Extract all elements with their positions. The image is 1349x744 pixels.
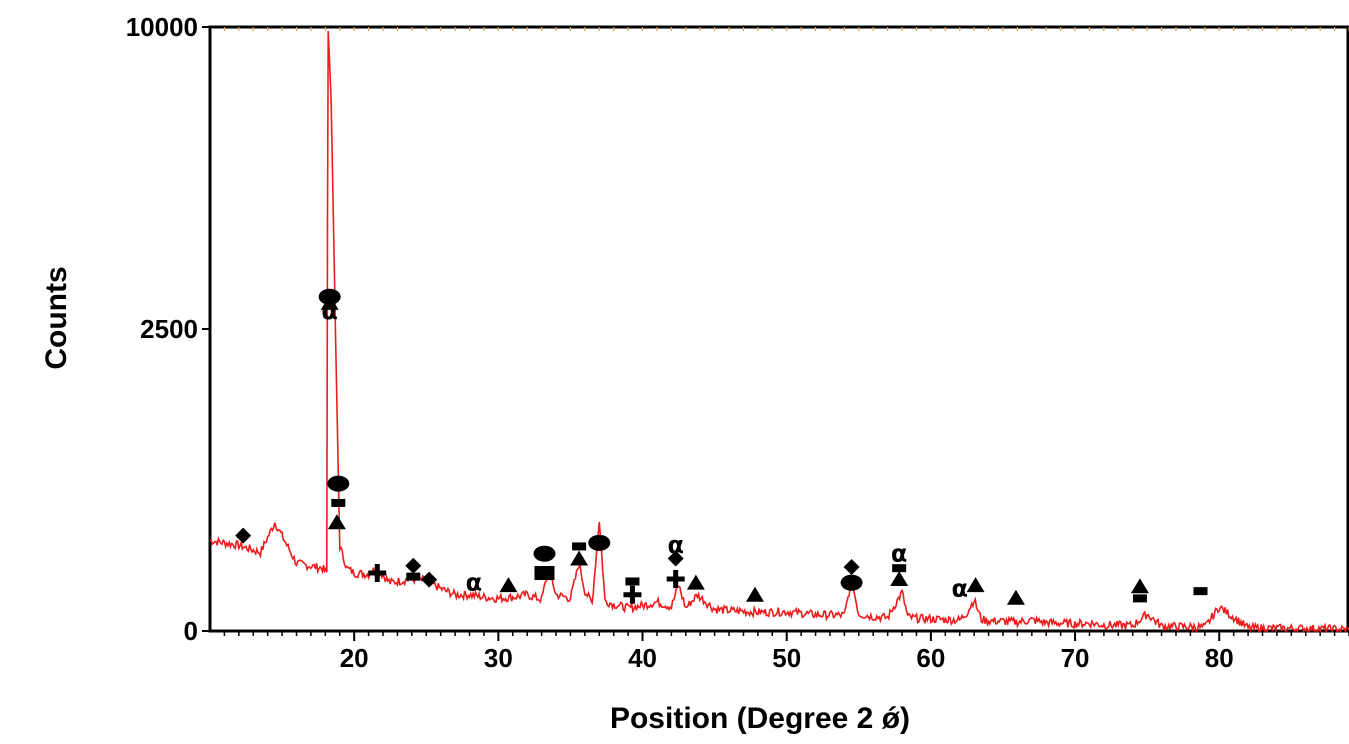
phase-marker-ellipse bbox=[327, 475, 350, 492]
x-tick-label: 80 bbox=[1205, 643, 1234, 673]
phase-marker-ellipse bbox=[533, 545, 556, 562]
phase-marker-dash bbox=[572, 542, 587, 551]
x-tick-label: 30 bbox=[484, 643, 513, 673]
phase-marker-dash bbox=[331, 498, 346, 507]
phase-marker-triangle bbox=[966, 577, 985, 593]
phase-marker-triangle bbox=[1006, 589, 1025, 605]
phase-marker-cross bbox=[368, 564, 387, 583]
phase-marker-dash bbox=[1132, 594, 1147, 603]
y-tick-label: 2500 bbox=[140, 314, 198, 344]
phase-marker-triangle bbox=[1130, 578, 1149, 594]
phase-marker-diamond bbox=[843, 558, 860, 575]
phase-marker-alpha: α bbox=[891, 540, 908, 568]
x-axis-title: Position (Degree 2 ǿ) bbox=[610, 702, 910, 735]
phase-marker-ellipse bbox=[588, 534, 611, 551]
phase-marker-cross bbox=[666, 570, 685, 589]
phase-marker-alpha: α bbox=[667, 531, 684, 559]
phase-marker-dash bbox=[406, 572, 421, 581]
phase-marker-cross bbox=[623, 585, 642, 604]
y-tick-label: 10000 bbox=[126, 12, 198, 42]
phase-marker-alpha: α bbox=[951, 575, 968, 603]
phase-marker-diamond bbox=[421, 571, 438, 588]
phase-marker-diamond bbox=[235, 527, 252, 544]
x-tick-label: 40 bbox=[628, 643, 657, 673]
phase-marker-triangle bbox=[499, 577, 518, 593]
x-axis: 20 30 40 50 60 70 80 bbox=[340, 631, 1234, 673]
x-tick-label: 50 bbox=[772, 643, 801, 673]
phase-marker-triangle bbox=[686, 574, 705, 590]
phase-marker-dash bbox=[625, 577, 640, 586]
y-axis: 0 2500 10000 bbox=[126, 12, 210, 646]
phase-marker-alpha: α bbox=[321, 297, 338, 325]
phase-marker-alpha: α bbox=[466, 569, 483, 597]
phase-marker-layer: α α α α α bbox=[235, 288, 1208, 605]
x-tick-label: 60 bbox=[916, 643, 945, 673]
phase-marker-triangle bbox=[745, 586, 764, 602]
plot-border bbox=[208, 25, 1349, 633]
phase-marker-ellipse bbox=[840, 574, 863, 591]
phase-marker-diamond bbox=[405, 557, 422, 574]
x-tick-label: 70 bbox=[1061, 643, 1090, 673]
phase-marker-triangle bbox=[320, 294, 339, 310]
xrd-pattern-line bbox=[209, 30, 1349, 634]
phase-marker-triangle bbox=[570, 550, 589, 566]
phase-marker-dash bbox=[892, 564, 907, 573]
plot-frame bbox=[208, 25, 1349, 636]
phase-marker-square bbox=[534, 566, 555, 581]
phase-marker-dash bbox=[1193, 587, 1208, 596]
phase-marker-triangle bbox=[890, 571, 909, 587]
y-axis-title: Counts bbox=[40, 266, 73, 369]
y-tick-label: 0 bbox=[184, 616, 198, 646]
series-layer bbox=[209, 30, 1349, 634]
phase-marker-triangle bbox=[327, 514, 346, 530]
x-tick-label: 20 bbox=[340, 643, 369, 673]
phase-marker-diamond bbox=[667, 550, 684, 567]
